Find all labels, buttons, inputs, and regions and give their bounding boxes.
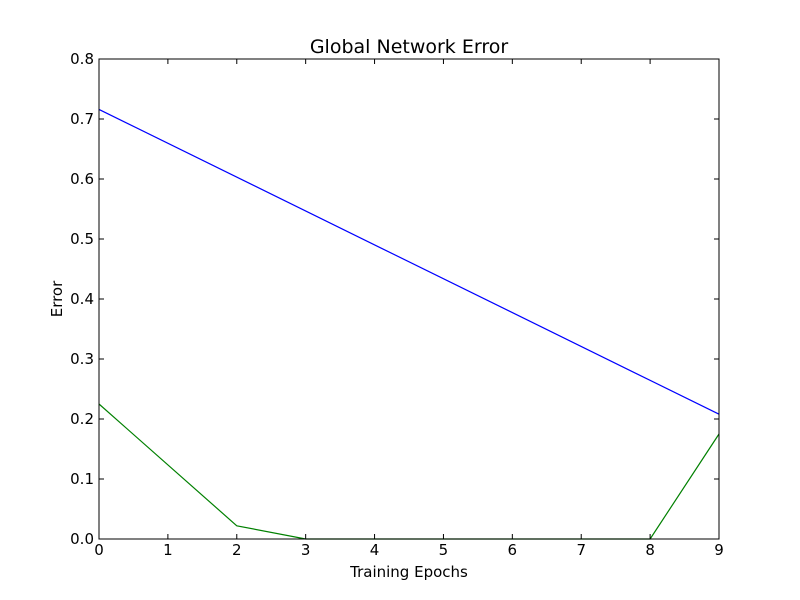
y-tick-label: 0.7 <box>70 110 94 128</box>
x-axis: 0 1 2 3 4 5 6 7 8 9 <box>94 59 724 559</box>
x-tick-label: 0 <box>94 541 104 559</box>
y-tick-label: 0.3 <box>70 350 94 368</box>
blue-series-line <box>98 108 720 415</box>
y-axis: 0.0 0.1 0.2 0.3 0.4 0.5 0.6 0.7 0.8 <box>70 50 719 548</box>
x-tick-label: 1 <box>163 541 173 559</box>
x-tick-label: 3 <box>301 541 311 559</box>
x-tick-label: 9 <box>714 541 724 559</box>
x-tick-label: 8 <box>645 541 655 559</box>
y-tick-label: 0.8 <box>70 50 94 68</box>
y-axis-label: Error <box>48 280 66 317</box>
x-tick-label: 5 <box>439 541 449 559</box>
x-tick-label: 6 <box>508 541 518 559</box>
x-axis-label: Training Epochs <box>349 563 468 581</box>
y-tick-label: 0.4 <box>70 290 94 308</box>
x-tick-label: 4 <box>370 541 380 559</box>
y-tick-label: 0.1 <box>70 470 94 488</box>
plot-frame <box>98 58 720 540</box>
y-tick-label: 0.6 <box>70 170 94 188</box>
chart-title: Global Network Error <box>310 36 509 58</box>
y-tick-label: 0.0 <box>70 530 94 548</box>
y-tick-label: 0.5 <box>70 230 94 248</box>
y-tick-label: 0.2 <box>70 410 94 428</box>
plot-series <box>98 108 720 540</box>
x-tick-label: 2 <box>232 541 242 559</box>
green-series-line <box>98 403 720 540</box>
x-tick-label: 7 <box>576 541 586 559</box>
